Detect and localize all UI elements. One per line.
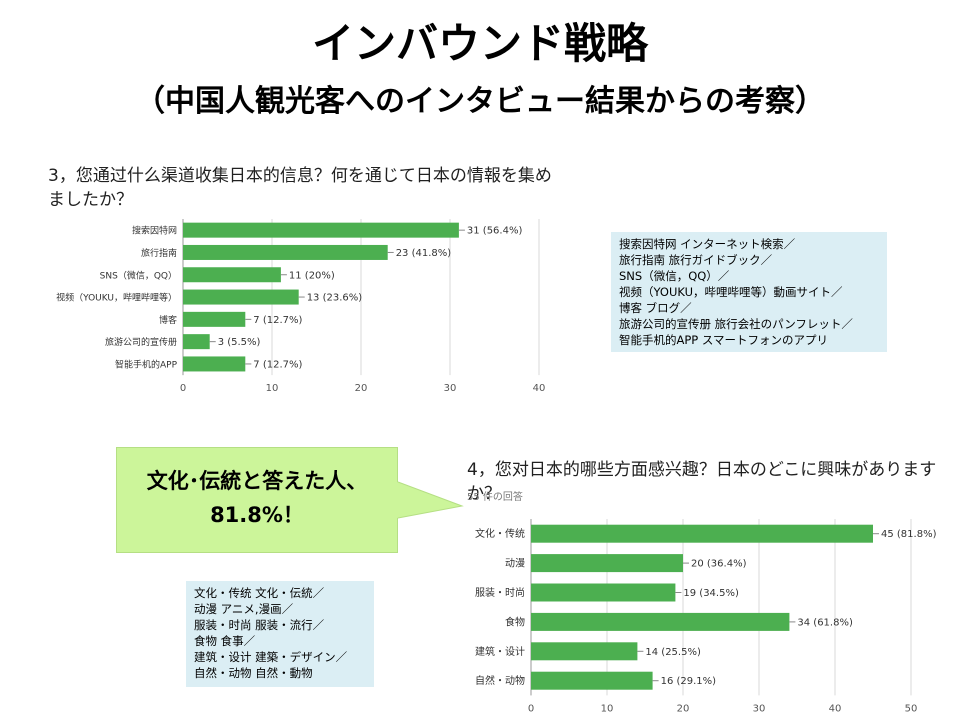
data-label: 34 (61.8%) [797, 617, 853, 628]
x-tick-label: 20 [355, 383, 368, 394]
category-label: 建筑・设计 [475, 645, 525, 658]
slide-subtitle: （中国人観光客へのインタビュー結果からの考察） [135, 84, 825, 119]
data-label: 14 (25.5%) [645, 647, 701, 658]
info-line: 旅游公司的宣传册 旅行会社のパンフレット／ [619, 317, 853, 331]
info-line: 智能手机的APP スマートフォンのアプリ [619, 333, 829, 347]
data-label: 11 (20%) [289, 270, 335, 281]
bar [531, 554, 683, 573]
data-label: 20 (36.4%) [691, 559, 747, 570]
data-label: 23 (41.8%) [396, 248, 452, 259]
data-label: 19 (34.5%) [683, 588, 739, 599]
callout-line-1: 文化･伝統と答えた人、 [146, 469, 368, 493]
info-box-channels: 搜索因特网 インターネット検索／ 旅行指南 旅行ガイドブック／ SNS（微信，Q… [611, 232, 887, 352]
category-label: 智能手机的APP [115, 358, 178, 370]
category-label: SNS（微信，QQ） [100, 269, 177, 281]
info-line: 视频（YOUKU，哔哩哔哩等）動画サイト／ [619, 285, 843, 299]
callout-pointer [397, 481, 464, 519]
callout-line-2: 81.8%！ [210, 503, 304, 527]
x-tick-label: 0 [528, 703, 534, 714]
bar [183, 267, 281, 283]
info-line: 动漫 アニメ,漫画／ [194, 602, 294, 616]
data-label: 7 (12.7%) [253, 315, 302, 326]
info-line: 食物 食事／ [194, 634, 256, 648]
bar [531, 583, 676, 602]
callout-box [116, 447, 398, 553]
category-label: 旅游公司的宣传册 [105, 336, 177, 348]
data-label: 13 (23.6%) [307, 293, 363, 304]
info-line: 搜索因特网 インターネット検索／ [619, 237, 796, 251]
x-tick-label: 0 [180, 383, 186, 394]
info-line: 博客 ブログ／ [619, 301, 692, 315]
info-line: 自然・动物 自然・動物 [194, 666, 313, 680]
x-tick-label: 30 [444, 383, 457, 394]
bar [531, 524, 873, 543]
info-line: SNS（微信，QQ）／ [619, 269, 730, 283]
category-label: 服装・时尚 [475, 586, 525, 599]
category-label: 视频（YOUKU，哔哩哔哩等） [56, 292, 177, 304]
info-line: 旅行指南 旅行ガイドブック／ [619, 253, 773, 267]
bar [183, 311, 246, 327]
bar [183, 334, 210, 350]
category-label: 旅行指南 [141, 247, 177, 259]
data-label: 31 (56.4%) [467, 226, 523, 237]
x-tick-label: 30 [753, 703, 766, 714]
q4-question-title: 4，您对日本的哪些方面感兴趣？日本のどこに興味がありますか？ [467, 460, 937, 504]
bar [183, 244, 388, 260]
category-label: 动漫 [505, 558, 525, 570]
x-tick-label: 50 [905, 703, 918, 714]
category-label: 食物 [505, 615, 525, 628]
bar [531, 671, 653, 690]
info-line: 服装・时尚 服装・流行／ [194, 618, 325, 632]
bar [531, 642, 638, 661]
callout-text: 文化･伝統と答えた人、 81.8%！ [116, 464, 398, 532]
slide-title: インバウンド戦略 [311, 19, 648, 68]
x-tick-label: 20 [677, 703, 690, 714]
data-label: 45 (81.8%) [881, 529, 937, 540]
x-tick-label: 40 [829, 703, 842, 714]
category-label: 博客 [159, 314, 177, 326]
bar [183, 222, 459, 238]
x-tick-label: 10 [601, 703, 614, 714]
category-label: 自然・动物 [475, 674, 525, 687]
category-label: 文化・传统 [475, 527, 525, 540]
bar [183, 289, 299, 305]
bar [531, 612, 790, 631]
x-tick-label: 10 [266, 383, 279, 394]
x-tick-label: 40 [533, 383, 546, 394]
response-count: 55 件の回答 [467, 492, 523, 503]
data-label: 16 (29.1%) [661, 676, 717, 687]
info-line: 文化・传统 文化・伝統／ [194, 586, 325, 600]
category-label: 搜索因特网 [132, 225, 177, 237]
data-label: 3 (5.5%) [218, 337, 261, 348]
info-line: 建筑・设计 建築・デザイン／ [194, 650, 348, 664]
q3-question-title: 3，您通过什么渠道收集日本的信息？何を通じて日本の情報を集めましたか？ [48, 166, 552, 210]
data-label: 7 (12.7%) [253, 359, 302, 370]
bar [183, 356, 246, 372]
info-box-interests: 文化・传统 文化・伝統／ 动漫 アニメ,漫画／ 服装・时尚 服装・流行／ 食物 … [186, 581, 374, 687]
